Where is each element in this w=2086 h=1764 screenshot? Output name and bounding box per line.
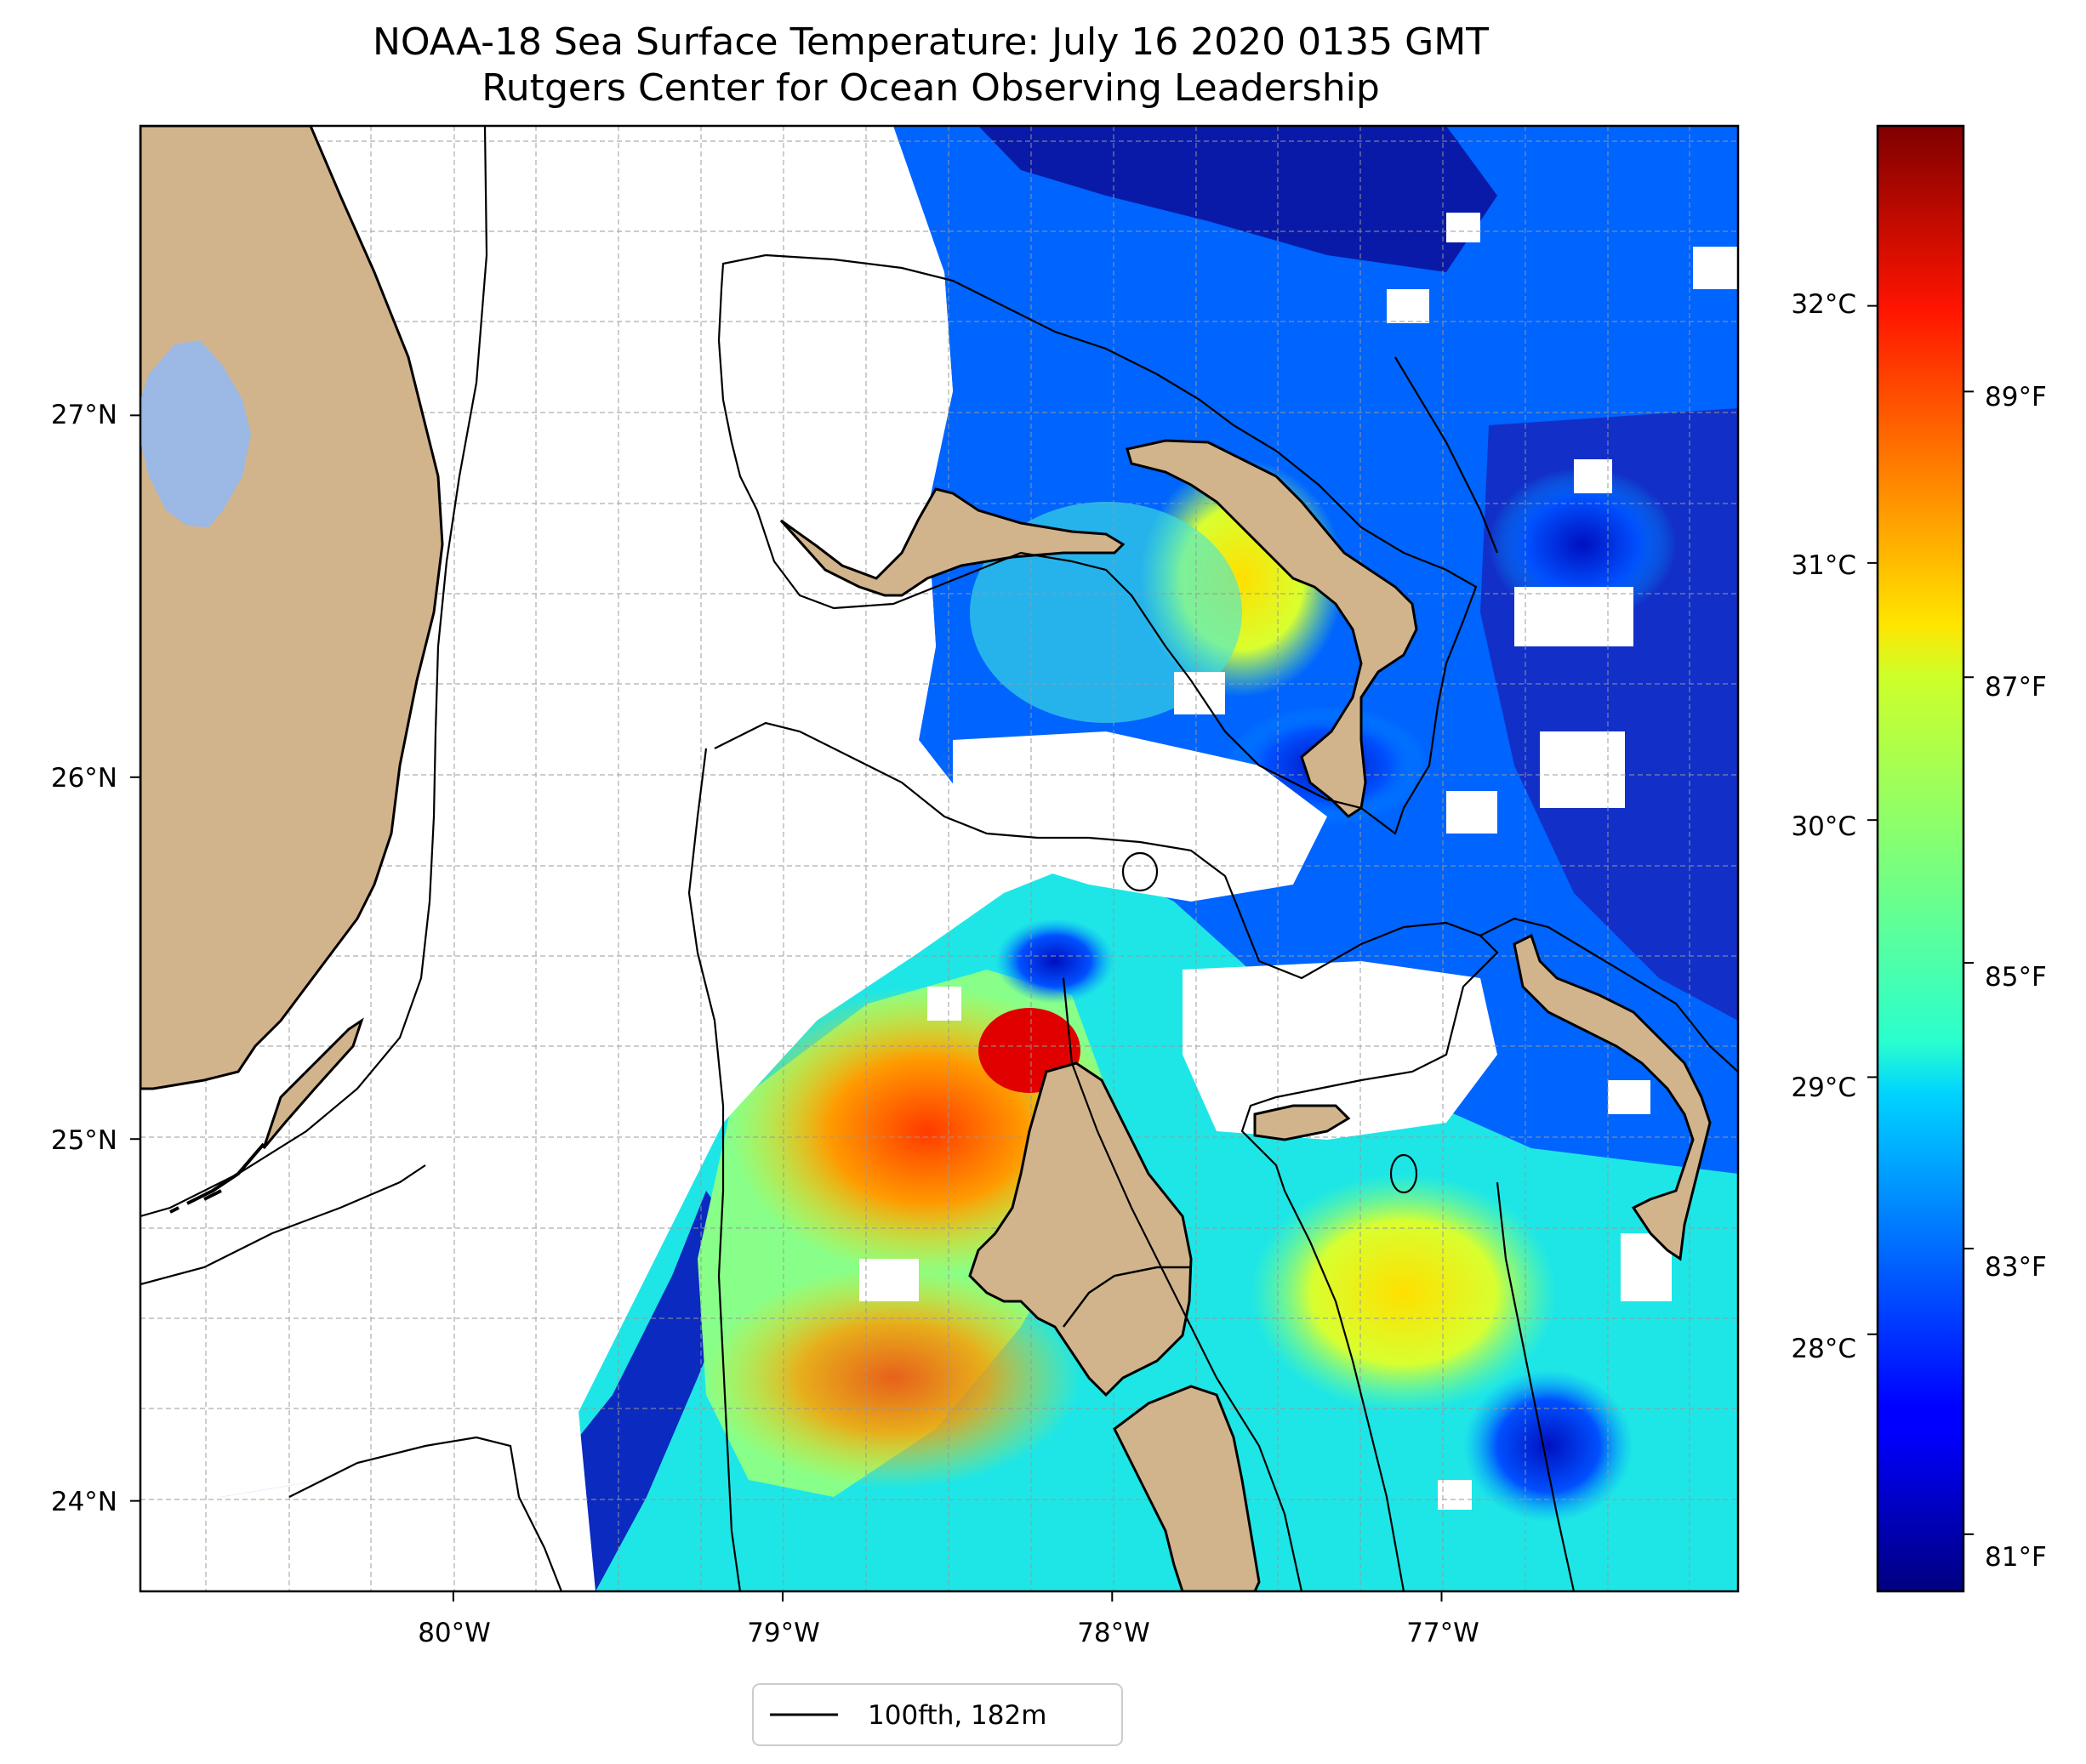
colorbar-f-label-85: 85°F — [1985, 962, 2047, 993]
isobath-southwest — [288, 1436, 563, 1591]
grand-bahama-land — [779, 487, 1126, 597]
legend: 100fth, 182m — [752, 1683, 1123, 1746]
sst-warm-patch-south — [706, 1267, 1080, 1488]
colorbar-c-label-31: 31°C — [1791, 550, 1856, 581]
lon-axis: 80°W 79°W 78°W 77°W — [418, 1591, 1479, 1648]
cloud-patch — [1387, 289, 1429, 323]
colorbar-f-label-83: 83°F — [1985, 1252, 2047, 1283]
no-data-regions — [140, 126, 1738, 1591]
lon-tick-group — [452, 1591, 1443, 1602]
map-title-line-1: NOAA-18 Sea Surface Temperature: July 16… — [373, 20, 1489, 64]
sst-dark-spot-4 — [995, 919, 1114, 1004]
cloud-patch — [1608, 1080, 1650, 1114]
new-providence-land — [1253, 1104, 1351, 1141]
abaco-land — [1126, 439, 1418, 818]
isobath-florida-shelf — [140, 126, 488, 1218]
map-panel — [140, 126, 1738, 1591]
isobath-east-shelf — [1394, 356, 1499, 554]
colorbar-c-label-32: 32°C — [1791, 289, 1856, 320]
florida-keys — [262, 1017, 364, 1149]
florida-keys-west — [169, 1142, 265, 1214]
lat-axis: 27°N 26°N 25°N 24°N — [51, 400, 140, 1517]
isobath-tongue-west — [1062, 977, 1303, 1591]
cloud-region-straits — [140, 126, 978, 1591]
cloud-patch — [1540, 731, 1625, 808]
colorbar-gradient — [1876, 124, 1965, 1593]
cloud-patch — [1446, 213, 1480, 242]
lat-tick-label-27n: 27°N — [51, 400, 117, 430]
isobath-andros-west — [687, 748, 742, 1591]
sst-yellow-east — [1251, 1174, 1557, 1412]
cloud-region-central-band — [953, 731, 1327, 902]
lon-tick-label-80w: 80°W — [418, 1618, 491, 1648]
colorbar-f-label-87: 87°F — [1985, 672, 2047, 703]
lon-tick-label-77w: 77°W — [1406, 1618, 1479, 1648]
map-frame — [139, 124, 1740, 1593]
colorbar: 28°C 29°C 30°C 31°C 32°C 81°F 83°F 85°F … — [1791, 124, 2047, 1593]
isobath-little-bahama-bank — [717, 253, 1478, 835]
colorbar-f-label-81: 81°F — [1985, 1542, 2047, 1573]
isobath-keys-shelf — [140, 1164, 426, 1286]
lon-tick-label-78w: 78°W — [1077, 1618, 1150, 1648]
legend-box — [752, 1683, 1123, 1746]
andros-land — [968, 1061, 1193, 1397]
andros-interior-line — [1063, 1266, 1191, 1328]
cloud-patch — [927, 987, 961, 1021]
isobath-eleuthera — [1479, 917, 1738, 1073]
lat-tick-label-24n: 24°N — [51, 1487, 117, 1517]
cloud-region-east-band — [1183, 961, 1497, 1140]
isobath-tongue-east — [1496, 1181, 1576, 1591]
cloud-patch — [859, 1259, 919, 1301]
colorbar-c-label-28: 28°C — [1791, 1334, 1856, 1364]
cloud-patch — [1514, 587, 1633, 646]
sst-dark-spot-3 — [1463, 1369, 1633, 1522]
eleuthera-land — [1513, 933, 1712, 1261]
legend-label: 100fth, 182m — [868, 1700, 1046, 1731]
cloud-patch — [1693, 247, 1738, 289]
isobath-small-ring — [1389, 1153, 1418, 1194]
isobath-small-ring — [1121, 851, 1159, 892]
isobath-great-bahama-bank — [714, 721, 1499, 1591]
lat-tick-group — [130, 414, 140, 1502]
lat-tick-label-26n: 26°N — [51, 763, 117, 794]
lon-tick-label-79w: 79°W — [747, 1618, 820, 1648]
isobath-100fth — [140, 126, 1738, 1591]
lake-okeechobee — [140, 340, 251, 527]
andros-south-land — [1113, 1385, 1261, 1591]
colorbar-c-label-30: 30°C — [1791, 811, 1856, 842]
sst-cyan-abaco — [970, 502, 1242, 723]
map-title-line-2: Rutgers Center for Ocean Observing Leade… — [482, 66, 1380, 110]
lat-tick-label-25n: 25°N — [51, 1125, 117, 1156]
cloud-patch — [1438, 1480, 1472, 1510]
cloud-patch — [1574, 459, 1612, 493]
sst-region-dark-blue-north — [978, 126, 1497, 272]
colorbar-c-label-29: 29°C — [1791, 1073, 1856, 1103]
sst-dark-spot-2 — [1489, 468, 1676, 621]
colorbar-ticks — [1867, 304, 1974, 1535]
cloud-patch — [1446, 791, 1497, 834]
colorbar-f-label-89: 89°F — [1985, 382, 2047, 413]
